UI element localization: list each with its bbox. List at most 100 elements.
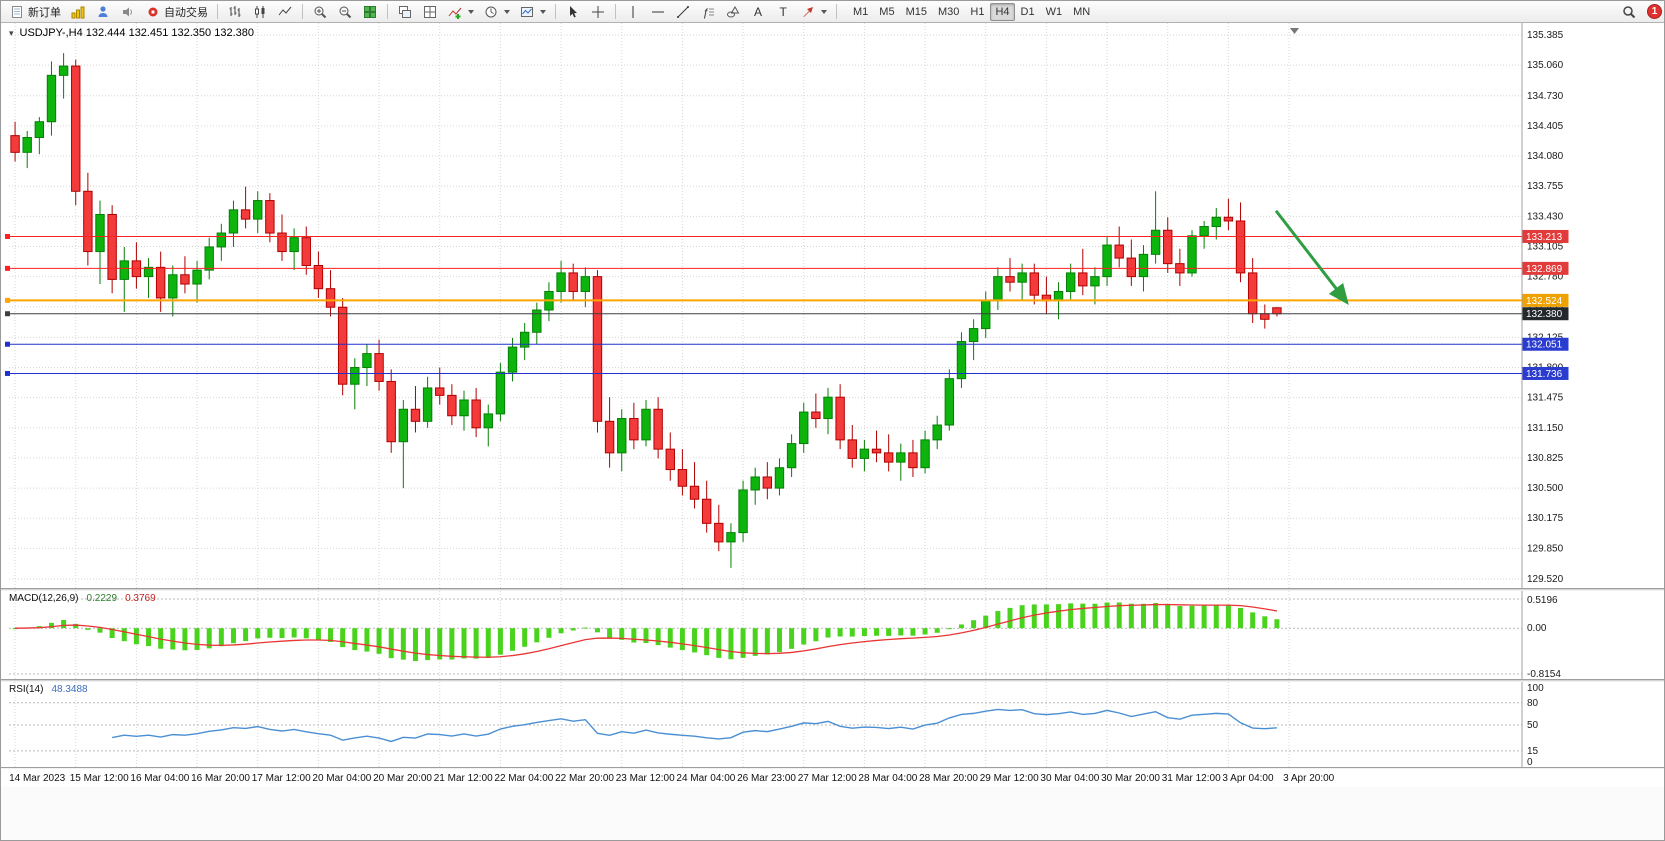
- time-label: 3 Apr 20:00: [1283, 773, 1335, 784]
- candlestick-icon: [255, 5, 265, 18]
- price-chart[interactable]: 135.385 135.060 134.730 134.405 134.080 133.7…: [1, 23, 1665, 588]
- autotrading-button[interactable]: 自动交易: [141, 2, 212, 21]
- vertical-line-tool-button[interactable]: [621, 2, 645, 21]
- arrange-windows-button[interactable]: [418, 2, 442, 21]
- tile-windows-button[interactable]: [358, 2, 382, 21]
- zoom-in-icon: [314, 6, 327, 18]
- timeframe-w1[interactable]: W1: [1041, 3, 1068, 21]
- level-anchor[interactable]: [5, 297, 10, 303]
- arrows-tool-button[interactable]: [796, 2, 831, 21]
- timeframe-toolbar: M1 M5 M15 M30 H1 H4 D1 W1 MN: [848, 2, 1095, 21]
- candle: [1247, 272, 1258, 315]
- panel-resize-handle[interactable]: [1, 679, 1664, 682]
- zoom-out-button[interactable]: [333, 2, 357, 21]
- macd-panel[interactable]: 0.5196 0.00 -0.8154: [1, 591, 1665, 679]
- candlestick-chart-button[interactable]: [248, 2, 272, 21]
- new-order-button[interactable]: 新订单: [5, 2, 65, 21]
- timeframe-d1[interactable]: D1: [1016, 3, 1040, 21]
- search-button[interactable]: [1617, 2, 1641, 21]
- indicators-button[interactable]: [443, 2, 478, 21]
- zoom-out-icon: [339, 6, 352, 18]
- bar-chart-button[interactable]: [223, 2, 247, 21]
- level-anchor[interactable]: [5, 311, 10, 317]
- price-scale-label: 133.430: [1527, 211, 1564, 222]
- rsi-panel[interactable]: 100 80 50 150: [1, 682, 1665, 767]
- chart-title: ▾ USDJPY-,H4 132.444 132.451 132.350 132…: [9, 27, 254, 39]
- macd-bar: [983, 615, 989, 629]
- time-axis[interactable]: 14 Mar 2023 15 Mar 12:00 16 Mar 04:00 16 Ma…: [1, 769, 1664, 787]
- candle: [883, 452, 894, 463]
- macd-bar: [473, 628, 479, 659]
- line-chart-button[interactable]: [273, 2, 297, 21]
- arrow-annotation[interactable]: [1274, 209, 1349, 305]
- candle: [10, 135, 20, 153]
- price-tag: [1522, 307, 1569, 321]
- dropdown-caret-icon[interactable]: [468, 9, 474, 14]
- profile-button[interactable]: [91, 2, 115, 21]
- new-chart-button[interactable]: [66, 2, 90, 21]
- price-tag-label: 132.380: [1526, 309, 1563, 320]
- macd-bar: [946, 628, 952, 630]
- price-scale[interactable]: 135.385 135.060 134.730 134.405 134.080 133.7…: [1521, 23, 1564, 588]
- dropdown-caret-icon[interactable]: [504, 9, 510, 14]
- candle: [398, 408, 409, 443]
- macd-bar: [449, 628, 455, 660]
- indicators-icon: [448, 7, 462, 19]
- candles: [10, 53, 1282, 568]
- collapse-icon[interactable]: ▾: [9, 27, 14, 38]
- macd-bar: [1092, 603, 1098, 629]
- level-anchor[interactable]: [5, 233, 10, 239]
- shapes-tool-button[interactable]: [721, 2, 745, 21]
- time-label: 20 Mar 20:00: [373, 773, 432, 784]
- candle: [483, 413, 493, 429]
- macd-bar: [218, 628, 224, 647]
- alerts-button[interactable]: [116, 2, 140, 21]
- timeframe-m15[interactable]: M15: [901, 3, 932, 21]
- notification-badge[interactable]: 1: [1647, 4, 1662, 19]
- candle: [192, 269, 202, 285]
- macd-bar: [279, 628, 285, 639]
- chart-shift-marker[interactable]: [1290, 28, 1299, 34]
- timeframe-h1[interactable]: H1: [965, 3, 989, 21]
- text-label-tool-button[interactable]: T: [771, 2, 795, 21]
- timeframe-mn[interactable]: MN: [1068, 3, 1095, 21]
- macd-bar: [607, 628, 613, 638]
- zoom-in-button[interactable]: [308, 2, 332, 21]
- macd-bar: [752, 628, 758, 656]
- horizontal-line-tool-button[interactable]: [646, 2, 670, 21]
- macd-bar: [328, 628, 334, 642]
- fibonacci-tool-button[interactable]: ƒ: [696, 2, 720, 21]
- candle: [289, 237, 299, 253]
- level-anchor[interactable]: [5, 370, 10, 376]
- timeframe-m5[interactable]: M5: [874, 3, 899, 21]
- macd-bar: [1238, 607, 1244, 629]
- templates-button[interactable]: [515, 2, 550, 21]
- cascade-windows-button[interactable]: [393, 2, 417, 21]
- level-anchor[interactable]: [5, 265, 10, 271]
- dropdown-caret-icon[interactable]: [540, 9, 546, 14]
- candle: [253, 200, 263, 220]
- candle: [689, 485, 700, 500]
- dropdown-caret-icon[interactable]: [821, 9, 827, 14]
- svg-text:A: A: [754, 5, 762, 19]
- time-label: 30 Mar 20:00: [1101, 773, 1160, 784]
- panel-resize-handle[interactable]: [1, 767, 1664, 769]
- panel-resize-handle[interactable]: [1, 588, 1664, 591]
- toolbar-separator: [387, 4, 388, 19]
- candle: [277, 232, 287, 253]
- macd-bar: [801, 628, 807, 645]
- level-anchor[interactable]: [5, 341, 10, 347]
- toolbar-separator: [615, 4, 616, 19]
- autotrading-icon: [148, 7, 158, 16]
- candle: [22, 136, 32, 153]
- periods-button[interactable]: [479, 2, 514, 21]
- macd-bar: [194, 628, 200, 650]
- trendline-tool-button[interactable]: [671, 2, 695, 21]
- cursor-tool-button[interactable]: [561, 2, 585, 21]
- crosshair-tool-button[interactable]: [586, 2, 610, 21]
- text-tool-button[interactable]: A: [746, 2, 770, 21]
- price-scale-label: 131.475: [1527, 393, 1564, 404]
- timeframe-h4[interactable]: H4: [990, 2, 1015, 21]
- timeframe-m30[interactable]: M30: [933, 3, 964, 21]
- timeframe-m1[interactable]: M1: [848, 3, 873, 21]
